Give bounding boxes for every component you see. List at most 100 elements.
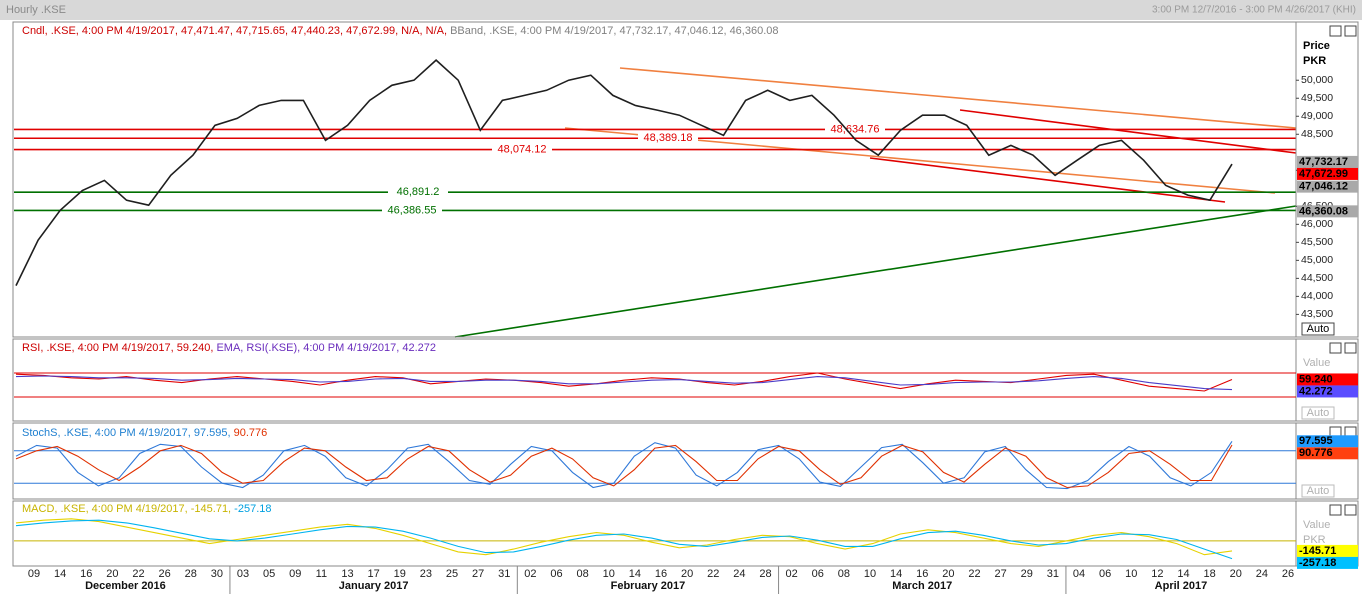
x-tick-label: 06: [1099, 568, 1111, 580]
header-part: EMA, RSI(.KSE), 4:00 PM 4/19/2017, 42.27…: [216, 342, 436, 354]
trend-line: [454, 205, 1297, 338]
axis-label: PKR: [1303, 534, 1326, 546]
x-tick-label: 08: [577, 568, 589, 580]
value-box: [1297, 167, 1358, 180]
x-tick-label: 26: [159, 568, 171, 580]
x-tick-label: 22: [968, 568, 980, 580]
level-label-bg: [638, 132, 698, 145]
x-tick-label: 20: [681, 568, 693, 580]
x-tick-label: 16: [80, 568, 92, 580]
axis-label: Price: [1303, 40, 1330, 52]
scale-mode: Auto: [1307, 407, 1330, 419]
header-part: -257.18: [234, 503, 271, 515]
value-box-label: 42.272: [1299, 385, 1333, 397]
x-tick-label: 02: [786, 568, 798, 580]
panel-frame: [12, 500, 1359, 567]
level-label: 48,074.12: [498, 144, 547, 156]
value-box-label: 47,672.99: [1299, 168, 1348, 180]
month-label: April 2017: [1155, 580, 1208, 592]
value-box-label: 46,360.08: [1299, 205, 1348, 217]
y-tick-label: 44,500: [1301, 272, 1333, 284]
value-box: [1297, 180, 1358, 193]
y-tick-label: 50,000: [1301, 74, 1333, 86]
x-tick-label: 11: [316, 568, 327, 580]
value-box-label: 59.240: [1299, 373, 1333, 385]
panel-button: [1344, 25, 1357, 37]
value-box-label: -145.71: [1299, 545, 1336, 557]
x-tick-label: 24: [733, 568, 745, 580]
series-line: [15, 519, 1233, 560]
x-tick-label: 20: [942, 568, 954, 580]
level-label: 46,891.2: [397, 186, 440, 198]
panel-button: [1329, 342, 1342, 354]
x-tick-label: 22: [132, 568, 144, 580]
scale-button: [1301, 406, 1335, 420]
panel-header: MACD, .KSE, 4:00 PM 4/19/2017, -145.71, …: [22, 503, 271, 515]
x-tick-label: 19: [394, 568, 406, 580]
value-box: [1297, 447, 1358, 460]
trend-line: [959, 109, 1297, 154]
x-tick-label: 24: [1256, 568, 1268, 580]
level-label: 48,389.18: [644, 132, 693, 144]
x-tick-label: 10: [864, 568, 876, 580]
scale-mode: Auto: [1307, 485, 1330, 497]
value-box: [1297, 556, 1358, 569]
axis-label: PKR: [1303, 55, 1326, 67]
panel-frame: [12, 422, 1359, 500]
header-part: StochS, .KSE, 4:00 PM 4/19/2017, 97.595,: [22, 427, 234, 439]
x-tick-label: 27: [995, 568, 1007, 580]
x-tick-label: 10: [603, 568, 615, 580]
axis-label: Value: [1303, 519, 1330, 531]
header-part: BBand, .KSE, 4:00 PM 4/19/2017, 47,732.1…: [450, 25, 778, 37]
y-tick-label: 43,500: [1301, 308, 1333, 320]
value-box-label: 90.776: [1299, 447, 1333, 459]
panel-button: [1329, 504, 1342, 516]
x-tick-label: 14: [629, 568, 641, 580]
series-line: [15, 444, 1233, 489]
x-tick-label: 03: [237, 568, 249, 580]
x-tick-label: 25: [446, 568, 458, 580]
x-tick-label: 20: [1230, 568, 1242, 580]
series-line: [15, 59, 1233, 286]
scale-button: [1301, 484, 1335, 498]
header-part: RSI, .KSE, 4:00 PM 4/19/2017, 59.240,: [22, 342, 216, 354]
x-tick-label: 30: [211, 568, 223, 580]
y-tick-label: 45,500: [1301, 236, 1333, 248]
x-tick-label: 06: [550, 568, 562, 580]
x-tick-label: 14: [1177, 568, 1189, 580]
window-range: 3:00 PM 12/7/2016 - 3:00 PM 4/26/2017 (K…: [1152, 5, 1356, 16]
panel-header: RSI, .KSE, 4:00 PM 4/19/2017, 59.240, EM…: [22, 342, 436, 354]
x-tick-label: 31: [498, 568, 510, 580]
header-part: Cndl, .KSE, 4:00 PM 4/19/2017, 47,471.47…: [22, 25, 450, 37]
scale-mode: Auto: [1307, 323, 1330, 335]
x-tick-label: 28: [759, 568, 771, 580]
window-title: Hourly .KSE: [6, 4, 66, 16]
y-tick-label: 48,500: [1301, 128, 1333, 140]
x-tick-label: 06: [812, 568, 824, 580]
x-tick-label: 14: [54, 568, 66, 580]
panel-header: StochS, .KSE, 4:00 PM 4/19/2017, 97.595,…: [22, 427, 267, 439]
value-box: [1297, 385, 1358, 398]
level-label: 46,386.55: [388, 204, 437, 216]
x-tick-label: 09: [28, 568, 40, 580]
x-tick-label: 12: [1151, 568, 1163, 580]
panel-button: [1344, 504, 1357, 516]
header-part: 90.776: [234, 427, 268, 439]
x-tick-label: 31: [1047, 568, 1059, 580]
x-tick-label: 16: [655, 568, 667, 580]
value-box: [1297, 435, 1358, 448]
trend-line: [869, 157, 1226, 203]
scale-button: [1301, 322, 1335, 336]
panel-header: Cndl, .KSE, 4:00 PM 4/19/2017, 47,471.47…: [22, 25, 779, 37]
x-tick-label: 05: [263, 568, 275, 580]
month-label: December 2016: [85, 580, 166, 592]
value-box-label: 97.595: [1299, 435, 1333, 447]
series-line: [15, 440, 1233, 490]
value-box: [1297, 205, 1358, 218]
value-box-label: -257.18: [1299, 557, 1336, 569]
value-box: [1297, 544, 1358, 557]
x-tick-label: 18: [1204, 568, 1216, 580]
series-line: [15, 518, 1233, 556]
panel-frame: [12, 21, 1359, 338]
